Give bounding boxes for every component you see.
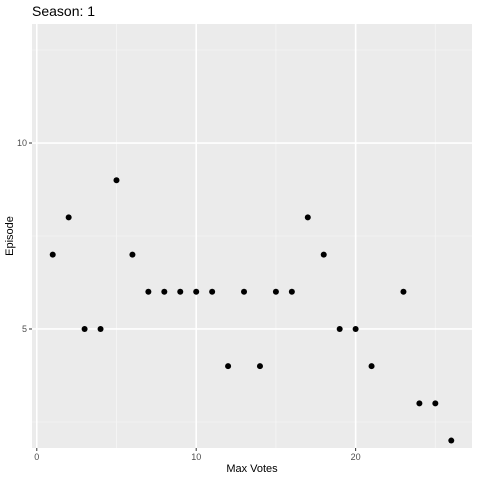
data-point [352,325,359,332]
minor-gridlines [32,24,472,448]
y-axis-title: Episode [4,216,16,256]
data-point [145,288,152,295]
data-points [49,177,455,444]
y-tick-label: 10 [17,138,27,148]
y-tick-label: 5 [22,324,27,334]
data-point [161,288,168,295]
data-point [65,214,72,221]
data-point [209,288,216,295]
x-axis: 0 10 20 [34,448,361,462]
data-point [336,325,343,332]
data-point [49,251,56,258]
data-point [448,437,455,444]
data-point [416,400,423,407]
data-point [177,288,184,295]
data-point [129,251,136,258]
x-tick-label: 0 [34,452,39,462]
data-point [304,214,311,221]
data-point [368,363,375,370]
x-tick-label: 10 [191,452,201,462]
x-axis-title: Max Votes [226,463,278,475]
data-point [193,288,200,295]
chart-title: Season: 1 [32,3,95,19]
y-axis: 5 10 [17,138,32,334]
x-tick-label: 20 [351,452,361,462]
data-point [97,325,104,332]
data-point [320,251,327,258]
data-point [400,288,407,295]
data-point [81,325,88,332]
data-point [225,363,232,370]
data-point [432,400,439,407]
data-point [241,288,248,295]
data-point [288,288,295,295]
data-point [272,288,279,295]
data-point [256,363,263,370]
major-gridlines [32,24,472,448]
data-point [113,177,120,184]
